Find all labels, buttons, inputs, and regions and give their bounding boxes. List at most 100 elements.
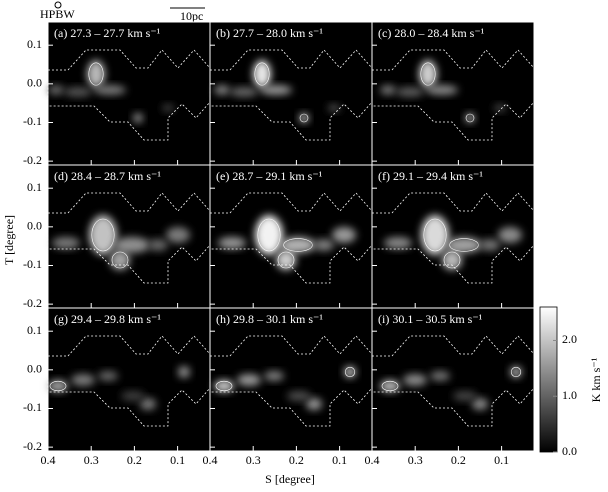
contour — [443, 251, 461, 269]
contour — [257, 218, 281, 252]
emission — [162, 104, 174, 112]
emission — [166, 227, 190, 243]
panel: (g) 29.4 – 29.8 km s⁻¹ — [47, 307, 211, 452]
contour — [420, 62, 436, 86]
x-tick-label: 0.2 — [289, 453, 304, 467]
colorbar-tick-label: 0.0 — [562, 444, 577, 458]
panel: (c) 28.0 – 28.4 km s⁻¹ — [371, 21, 535, 166]
survey-boundary — [371, 49, 535, 141]
emission — [148, 239, 168, 251]
emission — [380, 85, 396, 95]
emission — [328, 104, 340, 112]
contour — [111, 251, 129, 269]
contour — [88, 62, 104, 86]
y-tick-label: -0.2 — [23, 153, 42, 167]
emission — [442, 250, 462, 270]
emission — [332, 227, 356, 243]
survey-boundary — [371, 335, 535, 427]
panel: (h) 29.8 – 30.1 km s⁻¹ — [209, 307, 373, 452]
emission — [94, 85, 126, 95]
survey-boundary — [209, 192, 373, 284]
contour — [449, 238, 479, 252]
panel-label: (a) 27.3 – 27.7 km s⁻¹ — [54, 26, 161, 40]
contour — [299, 113, 309, 123]
beam-label: HPBW — [40, 7, 75, 21]
emission — [253, 60, 271, 88]
emission — [52, 237, 80, 249]
emission — [218, 237, 246, 249]
contour — [465, 113, 475, 123]
emission — [140, 398, 156, 410]
emission — [214, 380, 234, 392]
emission — [446, 237, 482, 253]
emission — [430, 371, 450, 381]
emission — [472, 398, 488, 410]
emission — [396, 87, 424, 97]
emission — [280, 237, 316, 253]
colorbar — [539, 306, 558, 453]
x-tick-label: 0.3 — [84, 453, 99, 467]
colorbar-tick-label: 2.0 — [562, 332, 577, 346]
x-tick-label: 0.4 — [41, 453, 56, 467]
contour — [510, 366, 522, 378]
emission — [419, 60, 437, 88]
contour — [215, 380, 233, 392]
panel: (e) 28.7 – 29.1 km s⁻¹ — [209, 164, 373, 309]
colorbar-label: K km s⁻¹ — [589, 357, 603, 402]
y-tick-label: 0.1 — [27, 323, 42, 337]
panel-label: (d) 28.4 – 28.7 km s⁻¹ — [54, 169, 161, 183]
contour — [91, 218, 115, 252]
emission — [121, 391, 145, 401]
colorbar-tick-label: 1.0 — [562, 388, 577, 402]
panel-background — [371, 307, 535, 452]
y-tick-label: 0.1 — [27, 180, 42, 194]
emission — [178, 366, 190, 378]
emission — [498, 227, 522, 243]
y-tick-label: -0.2 — [23, 439, 42, 453]
contour — [344, 366, 356, 378]
emission — [237, 374, 261, 386]
emission — [133, 113, 143, 123]
contour — [277, 251, 295, 269]
emission — [260, 85, 292, 95]
emission — [264, 371, 284, 381]
emission — [299, 113, 309, 123]
scale-label: 10pc — [180, 9, 203, 23]
contour — [423, 218, 447, 252]
emission — [287, 391, 311, 401]
survey-boundary — [209, 335, 373, 427]
emission — [230, 87, 258, 97]
survey-boundary — [371, 192, 535, 284]
x-tick-label: 0.4 — [203, 453, 218, 467]
emission — [494, 104, 506, 112]
survey-boundary — [47, 49, 211, 141]
survey-boundary — [47, 335, 211, 427]
x-tick-label: 0.2 — [451, 453, 466, 467]
panel-label: (f) 29.1 – 29.4 km s⁻¹ — [378, 169, 483, 183]
emission — [64, 87, 92, 97]
contour — [254, 62, 270, 86]
y-tick-label: -0.1 — [23, 400, 42, 414]
panel: (f) 29.1 – 29.4 km s⁻¹ — [371, 164, 535, 309]
emission — [48, 85, 64, 95]
x-tick-label: 0.1 — [170, 453, 185, 467]
panel-label: (i) 30.1 – 30.5 km s⁻¹ — [378, 312, 483, 326]
emission — [384, 237, 412, 249]
contour — [381, 380, 399, 392]
emission — [114, 237, 150, 253]
emission — [48, 380, 68, 392]
survey-boundary — [209, 49, 373, 141]
emission — [98, 371, 118, 381]
emission — [89, 215, 117, 255]
emission — [110, 250, 130, 270]
x-tick-label: 0.4 — [365, 453, 380, 467]
emission — [276, 250, 296, 270]
x-tick-label: 0.1 — [332, 453, 347, 467]
y-axis-label: T [degree] — [2, 215, 16, 265]
emission — [87, 60, 105, 88]
x-tick-label: 0.1 — [494, 453, 509, 467]
y-tick-label: -0.1 — [23, 257, 42, 271]
emission — [510, 366, 522, 378]
x-tick-label: 0.3 — [408, 453, 423, 467]
